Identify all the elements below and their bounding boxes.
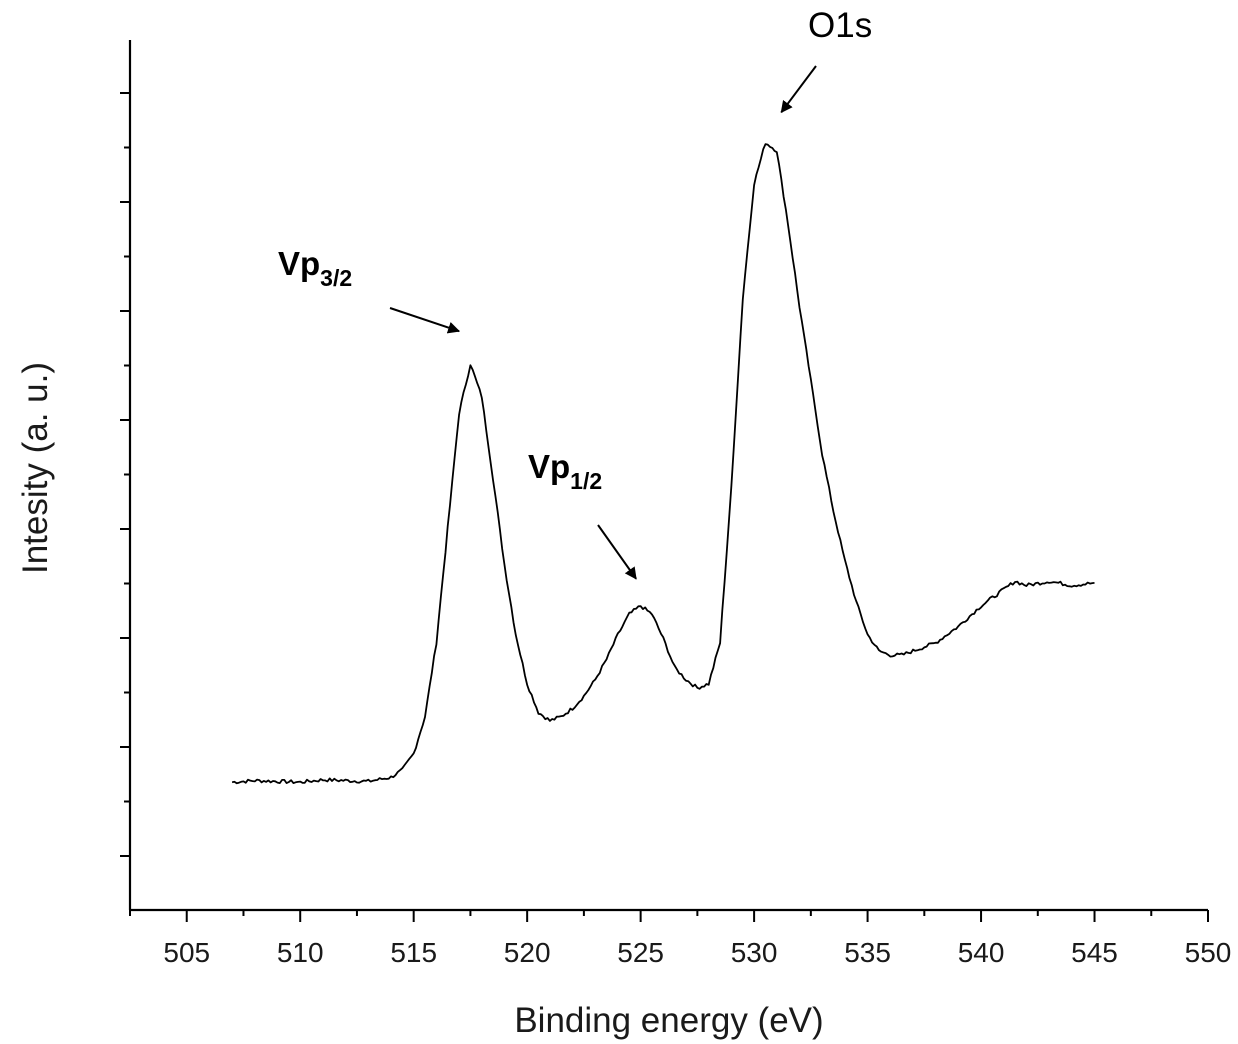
arrow-vp32 — [389, 307, 461, 334]
x-tick-label: 530 — [731, 937, 778, 968]
annotation-o1s-label: O1s — [808, 6, 872, 45]
x-ticks — [129, 910, 1209, 922]
annotation-vp12: Vp1/2 — [528, 448, 637, 580]
x-tick-label: 515 — [390, 937, 437, 968]
annotation-vp12-label: Vp1/2 — [528, 448, 602, 494]
annotation-vp32: Vp3/2 — [278, 245, 461, 334]
annotation-vp32-label: Vp3/2 — [278, 245, 352, 291]
x-tick-label: 550 — [1185, 937, 1232, 968]
x-tick-labels: 505 510 515 520 525 530 535 540 545 550 — [163, 937, 1231, 968]
y-ticks — [120, 92, 130, 857]
x-tick-label: 525 — [617, 937, 664, 968]
annotation-o1s: O1s — [780, 6, 872, 114]
x-tick-label: 545 — [1071, 937, 1118, 968]
spectrum-line — [231, 143, 1095, 785]
arrow-vp12 — [597, 524, 637, 580]
x-tick-label: 505 — [163, 937, 210, 968]
arrow-o1s — [780, 65, 817, 114]
x-tick-label: 540 — [958, 937, 1005, 968]
x-axis-title: Binding energy (eV) — [514, 1001, 823, 1040]
x-tick-label: 520 — [504, 937, 551, 968]
axes — [128, 40, 1208, 912]
x-tick-label: 510 — [277, 937, 324, 968]
x-tick-label: 535 — [844, 937, 891, 968]
y-axis-title: Intesity (a. u.) — [16, 362, 55, 574]
